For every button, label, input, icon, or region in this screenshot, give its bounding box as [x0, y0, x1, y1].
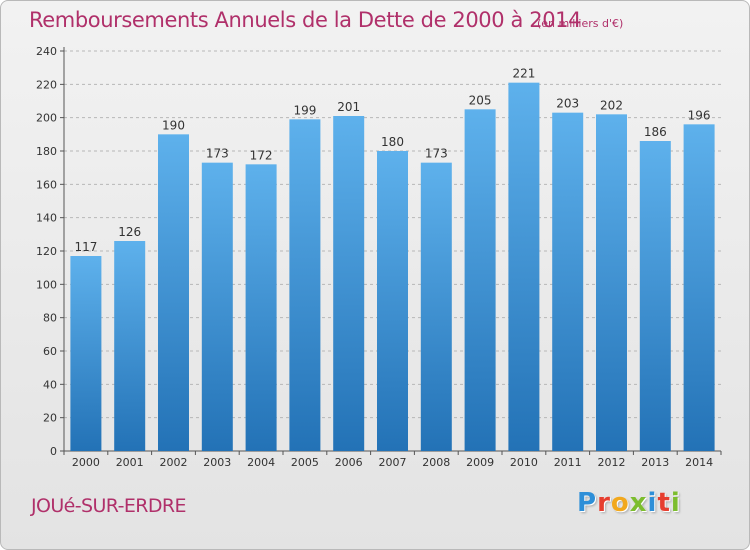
x-tick-label: 2000: [72, 456, 100, 469]
data-label-2002: 190: [162, 118, 185, 132]
data-label-2001: 126: [118, 225, 141, 239]
bar-2000: [70, 256, 102, 451]
data-label-2011: 203: [556, 97, 579, 111]
data-label-2008: 173: [425, 147, 448, 161]
x-tick-label: 2002: [160, 456, 188, 469]
y-tick-label: 0: [50, 445, 57, 458]
bar-2009: [464, 109, 496, 451]
x-tick-label: 2010: [510, 456, 538, 469]
x-tick-label: 2013: [641, 456, 669, 469]
x-tick-label: 2011: [554, 456, 582, 469]
x-tick-label: 2009: [466, 456, 494, 469]
bar-2007: [377, 151, 408, 451]
x-tick-label: 2007: [379, 456, 407, 469]
bar-2004: [245, 164, 277, 452]
x-tick-label: 2012: [598, 456, 626, 469]
bar-2014: [683, 124, 715, 451]
data-label-2003: 173: [206, 147, 229, 161]
data-label-2014: 196: [688, 108, 711, 122]
x-tick-label: 2001: [116, 456, 144, 469]
bar-2008: [420, 162, 452, 451]
data-label-2013: 186: [644, 125, 667, 139]
data-label-2007: 180: [381, 135, 404, 149]
x-tick-label: 2005: [291, 456, 319, 469]
y-tick-label: 160: [36, 178, 57, 191]
chart-title: Remboursements Annuels de la Dette de 20…: [29, 8, 582, 32]
bar-2006: [333, 116, 365, 451]
bar-2002: [158, 134, 189, 452]
data-label-2006: 201: [337, 100, 360, 114]
y-tick-label: 80: [43, 312, 57, 325]
y-tick-label: 200: [36, 112, 57, 125]
data-label-2005: 199: [293, 103, 316, 117]
bar-2003: [201, 162, 233, 451]
data-labels: 117 126 190 173 172 199 201 180 173 205 221 203 202 1…: [74, 67, 710, 254]
bar-2011: [552, 112, 584, 452]
data-label-2012: 202: [600, 98, 623, 112]
y-tick-label: 240: [36, 45, 57, 58]
y-tick-label: 20: [43, 412, 57, 425]
x-tick-label: 2004: [247, 456, 275, 469]
bar-2010: [508, 82, 540, 452]
bar-2013: [639, 141, 671, 451]
bar-2001: [114, 241, 146, 451]
data-label-2010: 221: [512, 67, 535, 81]
data-label-2009: 205: [469, 93, 492, 107]
commune-name: JOUé-SUR-ERDRE: [31, 495, 187, 517]
y-tick-label: 60: [43, 345, 57, 358]
data-label-2000: 117: [74, 240, 97, 254]
x-tick-label: 2006: [335, 456, 363, 469]
y-tick-label: 140: [36, 212, 57, 225]
y-tick-label: 220: [36, 78, 57, 91]
proxiti-logo: Proxiti: [577, 488, 681, 518]
x-tick-label: 2014: [685, 456, 713, 469]
data-label-2004: 172: [250, 148, 273, 162]
y-tick-label: 180: [36, 145, 57, 158]
chart-subtitle: (en milliers d'€): [537, 17, 624, 30]
x-tick-label: 2003: [203, 456, 231, 469]
bar-2005: [289, 119, 321, 451]
axes: 0 20 40 60 80 100 120 140 160 180 200 220 240 2000 200…: [36, 45, 722, 469]
x-tick-label: 2008: [422, 456, 450, 469]
bar-2012: [596, 114, 627, 451]
y-tick-label: 40: [43, 378, 57, 391]
bars: [70, 82, 715, 452]
y-tick-label: 120: [36, 245, 57, 258]
y-tick-label: 100: [36, 278, 57, 291]
